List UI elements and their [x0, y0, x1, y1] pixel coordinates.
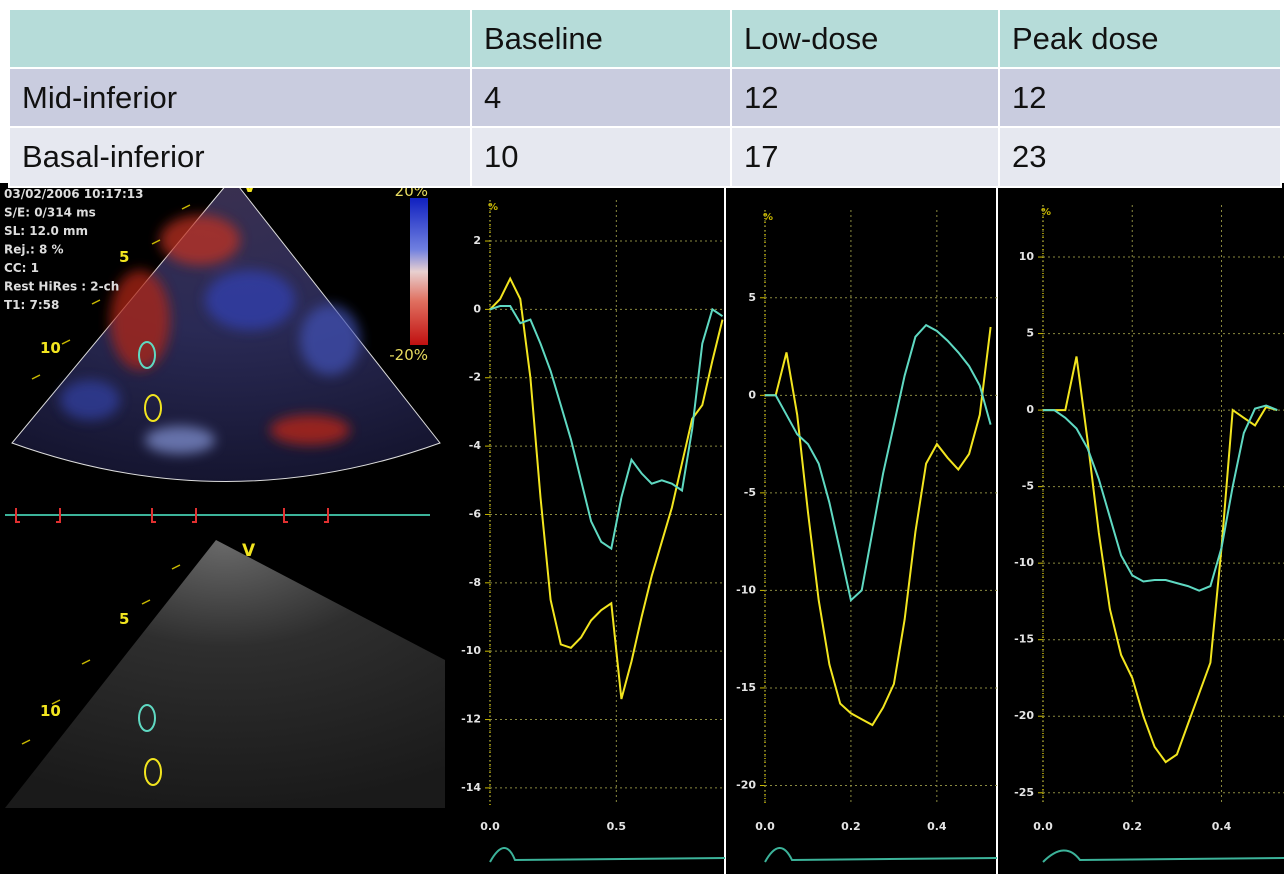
strain-curve	[1043, 404, 1278, 592]
y-tick-label: 0	[473, 302, 481, 315]
cell: 23	[998, 126, 1282, 188]
x-tick-label: 0.2	[841, 820, 861, 833]
y-tick-label: -6	[469, 507, 482, 520]
y-tick-label: -8	[469, 576, 481, 589]
strain-curve	[765, 323, 992, 603]
depth-label: 5	[119, 248, 129, 266]
info-line: CC: 1	[4, 261, 39, 275]
y-tick-label: -10	[736, 583, 756, 596]
x-tick-label: 0.0	[480, 820, 500, 833]
strain-curve	[1043, 356, 1278, 764]
info-line: 03/02/2006 10:17:13	[4, 187, 143, 201]
corner-cell	[8, 8, 472, 69]
view-marker: V	[242, 541, 256, 561]
strain-curve	[489, 276, 724, 700]
depth-label: 5	[119, 610, 129, 628]
info-line: Rej.: 8 %	[4, 243, 64, 257]
x-tick-label: 0.4	[1212, 820, 1232, 833]
info-line: SL: 12.0 mm	[4, 224, 88, 238]
y-axis-label: %	[488, 202, 498, 213]
row: Mid-inferior 4 12 12	[8, 67, 1282, 128]
cell: 12	[730, 67, 1000, 128]
header-cell: Peak dose	[998, 8, 1282, 69]
roi	[144, 394, 162, 422]
cell: Mid-inferior	[8, 67, 472, 128]
depth-ticks	[21, 204, 191, 745]
y-axis-label: %	[763, 212, 773, 223]
depth-label: 10	[40, 702, 61, 720]
header-cell: Baseline	[470, 8, 732, 69]
info-line: T1: 7:58	[4, 298, 59, 312]
echo-fan	[11, 177, 441, 482]
x-tick-label: 0.4	[927, 820, 947, 833]
echo-fan	[5, 540, 445, 808]
echo-info: 03/02/2006 10:17:13 S/E: 0/314 ms SL: 12.0…	[4, 187, 143, 312]
y-tick-label: -15	[1014, 633, 1034, 646]
y-tick-label: -20	[736, 778, 756, 791]
cell: 12	[998, 67, 1282, 128]
y-axis-label: %	[1041, 207, 1051, 218]
ecg-markers	[15, 508, 329, 523]
y-tick-label: 10	[1019, 250, 1035, 263]
roi	[144, 758, 162, 786]
y-tick-label: -5	[1022, 480, 1034, 493]
y-tick-label: -20	[1014, 709, 1034, 722]
y-tick-label: 0	[748, 388, 756, 401]
header-row: Baseline Low-dose Peak dose	[8, 8, 1282, 69]
y-tick-label: -12	[461, 713, 481, 726]
info-line: Rest HiRes : 2-ch	[4, 280, 119, 294]
y-tick-label: 5	[748, 291, 756, 304]
x-tick-label: 0.2	[1123, 820, 1143, 833]
strain-curve	[489, 305, 724, 551]
y-tick-label: -15	[736, 681, 756, 694]
cell: Basal-inferior	[8, 126, 472, 188]
y-tick-label: 2	[473, 234, 481, 247]
y-tick-label: -2	[469, 371, 481, 384]
row: Basal-inferior 10 17 23	[8, 126, 1282, 188]
x-tick-label: 0.0	[1033, 820, 1053, 833]
header-cell: Low-dose	[730, 8, 1000, 69]
strain-table: Baseline Low-dose Peak dose Mid-inferior…	[8, 8, 1282, 188]
doppler-color	[60, 215, 360, 454]
cell: 10	[470, 126, 732, 188]
y-tick-label: -4	[469, 439, 482, 452]
y-tick-label: -10	[461, 644, 481, 657]
roi	[138, 341, 156, 369]
scale-label: -20%	[389, 346, 428, 364]
y-tick-label: -10	[1014, 556, 1034, 569]
depth-label: 10	[40, 339, 61, 357]
cell: 4	[470, 67, 732, 128]
color-scale	[410, 198, 428, 345]
strain-curve	[765, 326, 992, 727]
y-tick-label: -5	[744, 486, 756, 499]
x-tick-label: 0.0	[755, 820, 775, 833]
y-tick-label: 0	[1026, 403, 1034, 416]
y-tick-label: 5	[1026, 327, 1034, 340]
x-tick-label: 0.5	[607, 820, 627, 833]
y-tick-label: -14	[461, 781, 481, 794]
ecg	[489, 847, 1284, 863]
roi	[138, 704, 156, 732]
y-tick-label: -25	[1014, 786, 1034, 799]
cell: 17	[730, 126, 1000, 188]
info-line: S/E: 0/314 ms	[4, 206, 96, 220]
